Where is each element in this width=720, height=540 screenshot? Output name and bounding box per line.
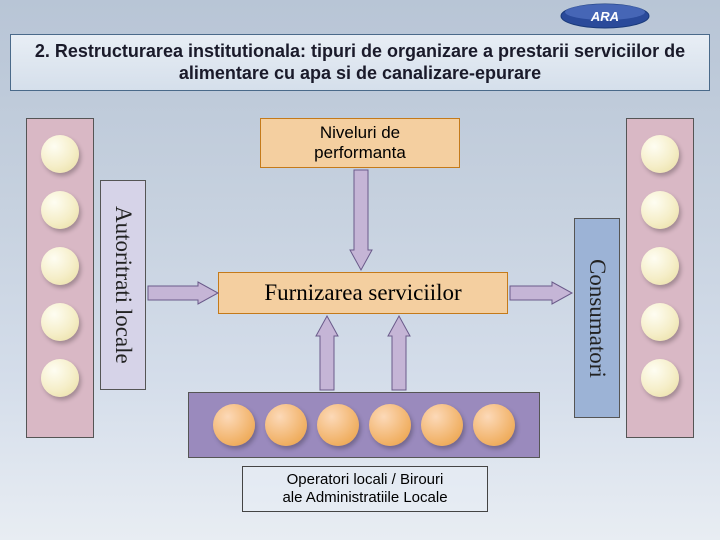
niveluri-text: Niveluri de performanta [314, 123, 406, 162]
orange-dot [421, 404, 463, 446]
orange-dot [213, 404, 255, 446]
yellow-dot [41, 303, 79, 341]
slide-title: 2. Restructurarea institutionala: tipuri… [10, 34, 710, 91]
arrow-bottom-up-1 [316, 316, 338, 390]
yellow-dot [641, 191, 679, 229]
arrow-niveluri-down [350, 170, 372, 270]
furnizarea-text: Furnizarea serviciilor [264, 280, 461, 306]
svg-text:ARA: ARA [590, 9, 619, 24]
operatori-text: Operatori locali / Birouri ale Administr… [282, 471, 447, 506]
label-autoritati: Autoritrati locale [110, 206, 136, 364]
yellow-dot [41, 135, 79, 173]
left-dots [27, 131, 93, 397]
yellow-dot [41, 359, 79, 397]
ara-logo: ARA [560, 2, 650, 30]
right-side-panel [626, 118, 694, 438]
arrow-center-to-right [510, 282, 572, 304]
yellow-dot [641, 247, 679, 285]
yellow-dot [641, 135, 679, 173]
left-side-panel [26, 118, 94, 438]
arrow-left-to-center [148, 282, 218, 304]
yellow-dot [41, 247, 79, 285]
bottom-panel [188, 392, 540, 458]
right-vertical-label-box: Consumatori [574, 218, 620, 418]
right-dots [627, 131, 693, 397]
orange-dot [265, 404, 307, 446]
orange-dot [369, 404, 411, 446]
title-text: 2. Restructurarea institutionala: tipuri… [35, 41, 685, 83]
box-operatori: Operatori locali / Birouri ale Administr… [242, 466, 488, 512]
orange-dot [473, 404, 515, 446]
yellow-dot [641, 303, 679, 341]
label-consumatori: Consumatori [584, 259, 610, 378]
left-vertical-label-box: Autoritrati locale [100, 180, 146, 390]
box-furnizarea: Furnizarea serviciilor [218, 272, 508, 314]
arrow-bottom-up-2 [388, 316, 410, 390]
yellow-dot [41, 191, 79, 229]
box-niveluri: Niveluri de performanta [260, 118, 460, 168]
yellow-dot [641, 359, 679, 397]
orange-dot [317, 404, 359, 446]
